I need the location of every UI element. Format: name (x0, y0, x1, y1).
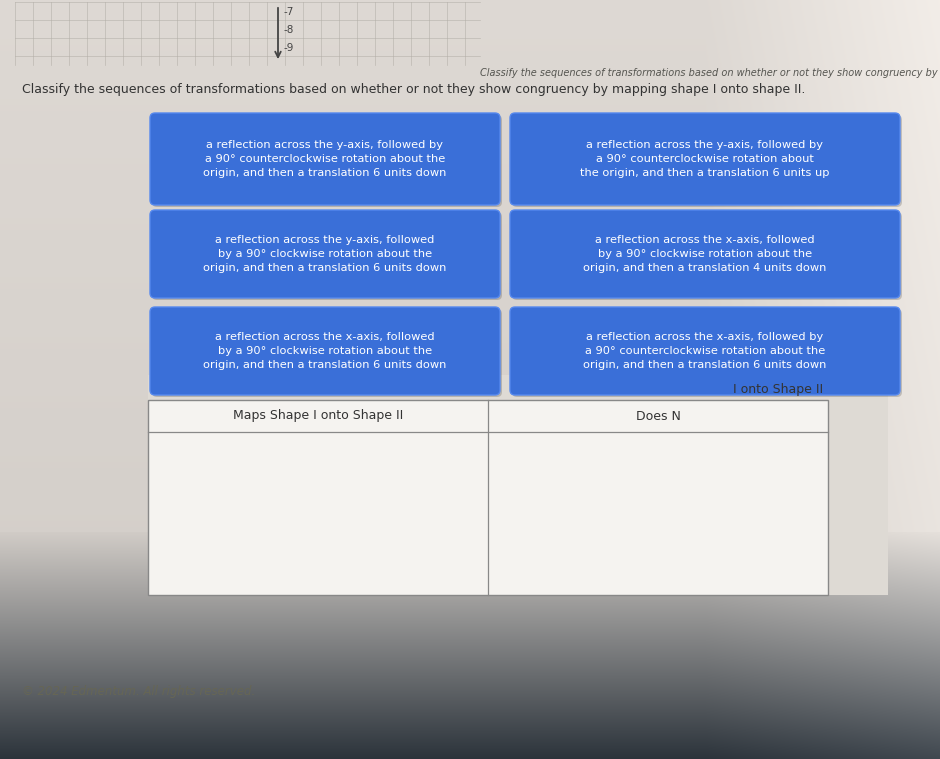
Text: a reflection across the y-axis, followed by
a 90° counterclockwise rotation abou: a reflection across the y-axis, followed… (203, 140, 446, 178)
FancyBboxPatch shape (512, 309, 902, 397)
FancyBboxPatch shape (512, 212, 902, 300)
FancyBboxPatch shape (150, 113, 500, 205)
Text: a reflection across the x-axis, followed
by a 90° clockwise rotation about the
o: a reflection across the x-axis, followed… (203, 332, 446, 370)
Bar (148, 375, 888, 595)
Text: © 2024 Edmentum. All rights reserved.: © 2024 Edmentum. All rights reserved. (22, 685, 256, 698)
Text: a reflection across the x-axis, followed
by a 90° clockwise rotation about the
o: a reflection across the x-axis, followed… (584, 235, 826, 272)
Text: Does N: Does N (635, 410, 681, 423)
Text: a reflection across the y-axis, followed
by a 90° clockwise rotation about the
o: a reflection across the y-axis, followed… (203, 235, 446, 272)
FancyBboxPatch shape (152, 212, 502, 300)
Text: Maps Shape I onto Shape II: Maps Shape I onto Shape II (233, 410, 403, 423)
FancyBboxPatch shape (150, 210, 500, 298)
FancyBboxPatch shape (512, 115, 902, 207)
FancyBboxPatch shape (152, 115, 502, 207)
FancyBboxPatch shape (510, 307, 900, 395)
FancyBboxPatch shape (150, 307, 500, 395)
Bar (148, 400, 828, 595)
Ellipse shape (625, 375, 755, 455)
Text: -9: -9 (284, 43, 294, 53)
Ellipse shape (650, 390, 730, 440)
Text: Classify the sequences of transformations based on whether or not they show cong: Classify the sequences of transformation… (480, 68, 940, 78)
Text: a reflection across the y-axis, followed by
a 90° counterclockwise rotation abou: a reflection across the y-axis, followed… (580, 140, 830, 178)
Text: -8: -8 (284, 25, 294, 35)
FancyBboxPatch shape (510, 210, 900, 298)
Text: Classify the sequences of transformations based on whether or not they show cong: Classify the sequences of transformation… (22, 83, 806, 96)
FancyBboxPatch shape (152, 309, 502, 397)
Text: a reflection across the x-axis, followed by
a 90° counterclockwise rotation abou: a reflection across the x-axis, followed… (584, 332, 826, 370)
Text: I onto Shape II: I onto Shape II (733, 383, 823, 396)
Text: -7: -7 (284, 7, 294, 17)
FancyBboxPatch shape (510, 113, 900, 205)
